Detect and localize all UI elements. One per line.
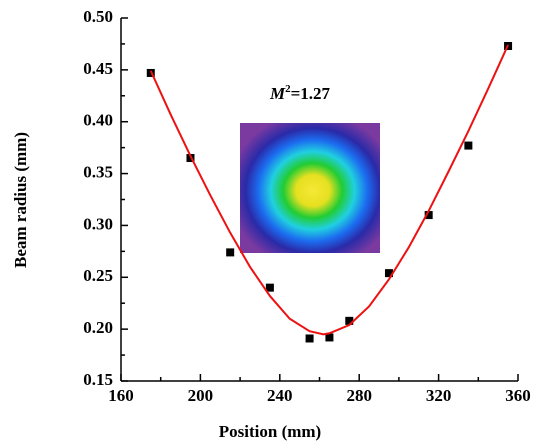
data-point [345,316,354,325]
y-tick-label: 0.35 [83,162,113,181]
y-tick-label: 0.45 [83,59,113,78]
beam-profile-image [240,123,380,253]
y-tick-label: 0.50 [83,7,113,26]
x-tick-label: 280 [346,386,372,405]
fit-curve [149,44,509,336]
data-point [384,269,393,278]
x-axis-label: Position (mm) [219,422,321,441]
annotation-rest: =1.27 [291,84,331,103]
y-tick-label: 0.15 [83,370,113,389]
x-tick-label: 360 [505,386,531,405]
y-tick-label: 0.25 [83,266,113,285]
y-tick-label: 0.20 [83,318,113,337]
data-point [424,211,433,220]
x-tick-label: 200 [188,386,214,405]
data-point [305,334,314,343]
x-tick-label: 320 [426,386,452,405]
x-tick-label: 240 [267,386,293,405]
data-point [265,283,274,292]
data-point [464,141,473,150]
annotation-exponent: 2 [285,83,291,95]
data-point [325,333,334,342]
annotation-base: M [269,84,286,103]
annotation: M2=1.27 [269,83,331,103]
x-tick-label: 160 [108,386,134,405]
data-point [226,248,235,257]
y-tick-label: 0.40 [83,111,113,130]
y-axis-label: Beam radius (mm) [11,132,30,268]
y-tick-label: 0.30 [83,214,113,233]
